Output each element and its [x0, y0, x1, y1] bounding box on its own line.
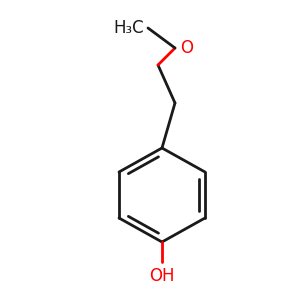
Text: O: O	[180, 39, 193, 57]
Text: H₃C: H₃C	[113, 19, 144, 37]
Text: OH: OH	[149, 267, 175, 285]
